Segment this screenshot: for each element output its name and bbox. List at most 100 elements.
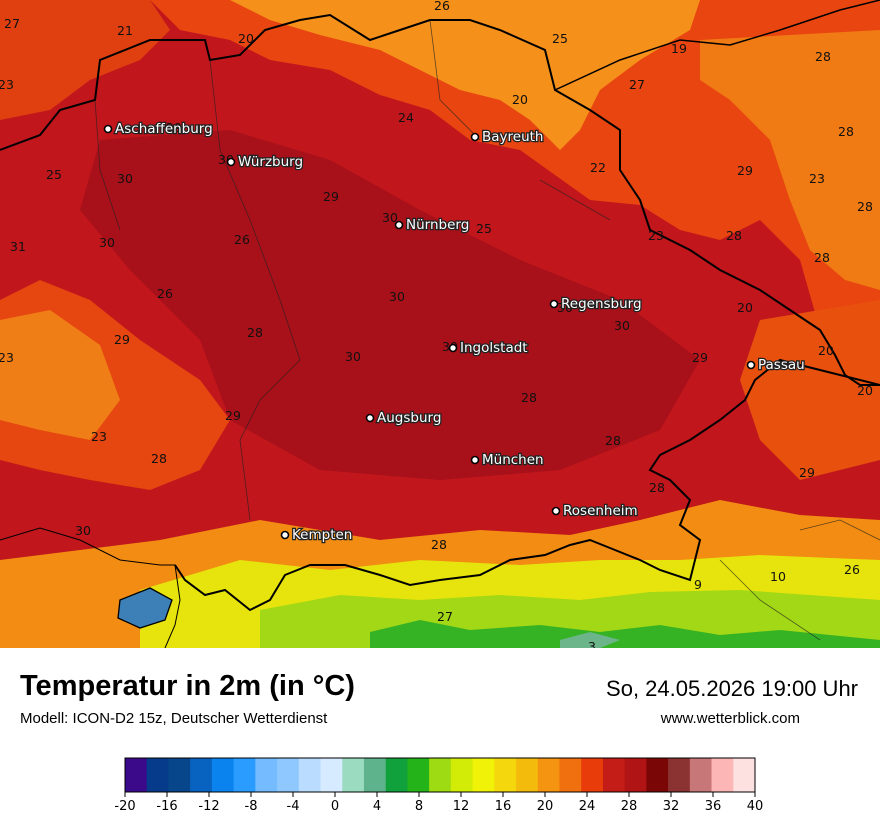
legend-tick-label: -20 [114,799,135,814]
legend-tick-label: 8 [415,799,423,814]
legend-swatch [407,758,430,792]
northwest-warm [0,0,170,120]
legend-swatch [233,758,256,792]
legend-swatch [516,758,539,792]
temperature-value: 20 [238,31,254,46]
legend-tick-label: -8 [245,799,258,814]
temperature-value: 30 [345,349,361,364]
temperature-value: 23 [809,171,825,186]
temperature-value: 29 [225,408,241,423]
city-augsburg[interactable]: Augsburg [365,409,443,427]
temperature-value: 23 [91,429,107,444]
legend-swatch [624,758,647,792]
legend-swatch [494,758,517,792]
temperature-value: 26 [434,0,450,13]
legend-tick-label: -16 [156,799,177,814]
west-orange [0,310,120,440]
orange-area-east [700,30,880,290]
temperature-value: 25 [46,167,62,182]
temperature-value: 29 [323,189,339,204]
temperature-value: 28 [838,124,854,139]
bavaria-border [0,13,880,386]
temperature-value: 30 [75,523,91,538]
legend-swatch [733,758,756,792]
city-dot [394,220,404,230]
city-m-nchen[interactable]: München [470,451,545,469]
legend-swatch [602,758,626,792]
legend-tick-label: 36 [705,799,722,814]
color-legend: -20 -16 -12 -8 -4 0 4 8 12 16 20 24 28 32 36 40 [114,757,764,814]
city-label: München [482,452,544,468]
legend-tick-label: 20 [537,799,554,814]
city-kempten[interactable]: Kempten [280,526,354,544]
city-dot [448,343,458,353]
legend-swatch [168,758,191,792]
district-lines [94,19,880,641]
city-dot [226,157,236,167]
city-dot [470,132,480,142]
legend-swatch [537,758,560,792]
temperature-value: 28 [431,537,447,552]
temperature-value: 19 [671,41,687,56]
website-link[interactable]: www.wetterblick.com [660,710,800,727]
legend-swatch [429,758,452,792]
temperature-map[interactable]: 27 21 20 26 25 19 28 23 24 20 27 28 29 30 25 30 22 29 23 28… [0,0,880,648]
temperature-value: 29 [166,120,182,135]
city-ingolstadt[interactable]: Ingolstadt [448,339,529,357]
city-rosenheim[interactable]: Rosenheim [551,502,639,520]
legend-tick-label: 0 [331,799,339,814]
legend-swatch [711,758,734,792]
germany-austria-border [174,358,880,612]
city-dot [551,506,561,516]
city-bayreuth[interactable]: Bayreuth [470,128,545,146]
city-label: Regensburg [561,296,642,312]
temperature-value: 24 [398,110,414,125]
temperature-value: 3 [588,639,596,648]
city-n-rnberg[interactable]: Nürnberg [394,216,471,234]
legend-swatch [581,758,604,792]
city-label: Augsburg [377,410,441,426]
legend-frame [124,757,756,793]
city-dot [365,413,375,423]
temperature-value: 23 [0,350,14,365]
legend-swatch [342,758,365,792]
legend-swatch [255,758,278,792]
legend-swatch [385,758,408,792]
temperature-value: 26 [157,286,173,301]
city-label: Würzburg [238,154,303,170]
legend-swatch [363,758,387,792]
temperature-value: 28 [649,480,665,495]
lake-constance [117,587,173,629]
temperature-value: 28 [814,250,830,265]
hot-core [80,130,700,480]
temperature-value: 23 [0,77,14,92]
city-dot [280,530,290,540]
city-dot [103,124,113,134]
legend-swatch [472,758,495,792]
temperature-value: 28 [247,325,263,340]
east-edge [740,300,880,480]
temperature-value: 26 [844,562,860,577]
warm-area-north [150,0,880,340]
city-regensburg[interactable]: Regensburg [549,295,643,313]
city-passau[interactable]: Passau [746,356,806,374]
alpine-teal [560,632,620,648]
temperature-value: 28 [857,199,873,214]
legend-tick-label: 40 [747,799,764,814]
temperature-value: 28 [815,49,831,64]
legend-swatch [298,758,322,792]
city-w-rzburg[interactable]: Würzburg [226,153,304,171]
city-label: Aschaffenburg [115,121,213,137]
legend-tick-label: 16 [495,799,512,814]
temperature-value: 21 [117,23,133,38]
temperature-value: 20 [512,92,528,107]
temperature-value: 31 [10,239,26,254]
temperature-value: 27 [629,77,645,92]
forecast-datetime: So, 24.05.2026 19:00 Uhr [606,676,858,701]
temperature-value: 30 [117,171,133,186]
temperature-value: 29 [799,465,815,480]
legend-tick-label: 24 [579,799,596,814]
temperature-value: 30 [557,300,573,315]
city-aschaffenburg[interactable]: Aschaffenburg [103,120,214,138]
city-label: Rosenheim [563,503,638,519]
